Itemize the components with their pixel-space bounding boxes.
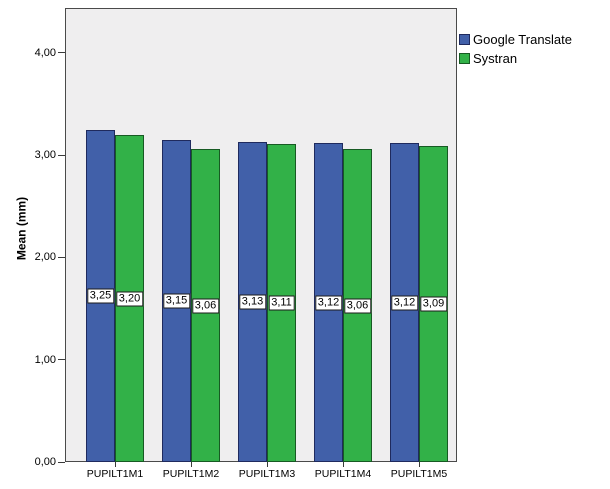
bar-value-label: 3,06 — [343, 298, 372, 313]
y-tick-label: 3,00 — [34, 149, 56, 162]
y-tick-mark — [58, 256, 65, 258]
legend-swatch-systran — [459, 53, 470, 64]
y-tick-label: 4,00 — [34, 46, 56, 59]
x-tick-label-pupilt1m2: PUPILT1M2 — [162, 468, 220, 480]
y-tick-label: 1,00 — [34, 353, 56, 366]
x-tick-mark — [418, 462, 420, 467]
bar-value-label: 3,12 — [390, 295, 419, 310]
x-tick-label-pupilt1m4: PUPILT1M4 — [314, 468, 372, 480]
legend-swatch-google-translate — [459, 34, 470, 45]
bar-value-label: 3,12 — [314, 295, 343, 310]
bar-value-label: 3,09 — [419, 296, 448, 312]
bar-value-label: 3,15 — [162, 293, 191, 309]
y-tick-mark — [58, 359, 65, 361]
legend-label: Google Translate — [473, 32, 573, 47]
y-tick-label: 0,00 — [34, 456, 56, 468]
bar-value-label: 3,06 — [191, 298, 220, 313]
bars-layer: 3,25 3,20 3,15 3,06 3,13 3,11 3,12 3,06 3,12 3,09 — [65, 8, 457, 462]
bar-value-label: 3,13 — [238, 294, 267, 310]
y-axis-title: Mean (mm) — [14, 196, 29, 261]
bar-value-label: 3,20 — [115, 291, 144, 306]
x-tick-label-pupilt1m3: PUPILT1M3 — [238, 468, 296, 480]
bar-value-label: 3,25 — [86, 288, 115, 304]
x-tick-mark — [266, 462, 268, 467]
legend-label: Systran — [473, 51, 518, 66]
x-tick-label-pupilt1m1: PUPILT1M1 — [86, 468, 144, 480]
x-tick-mark — [190, 462, 192, 467]
legend-item: Systran — [459, 52, 572, 65]
y-tick-mark — [58, 461, 65, 463]
x-tick-mark — [342, 462, 344, 467]
legend: Google Translate Systran — [459, 33, 572, 71]
y-tick-label: 2,00 — [34, 251, 56, 264]
bar-value-label: 3,11 — [268, 295, 295, 311]
legend-item: Google Translate — [459, 33, 572, 46]
y-tick-mark — [58, 154, 65, 156]
x-tick-mark — [114, 462, 116, 467]
x-tick-label-pupilt1m5: PUPILT1M5 — [390, 468, 448, 480]
y-tick-mark — [58, 52, 65, 54]
